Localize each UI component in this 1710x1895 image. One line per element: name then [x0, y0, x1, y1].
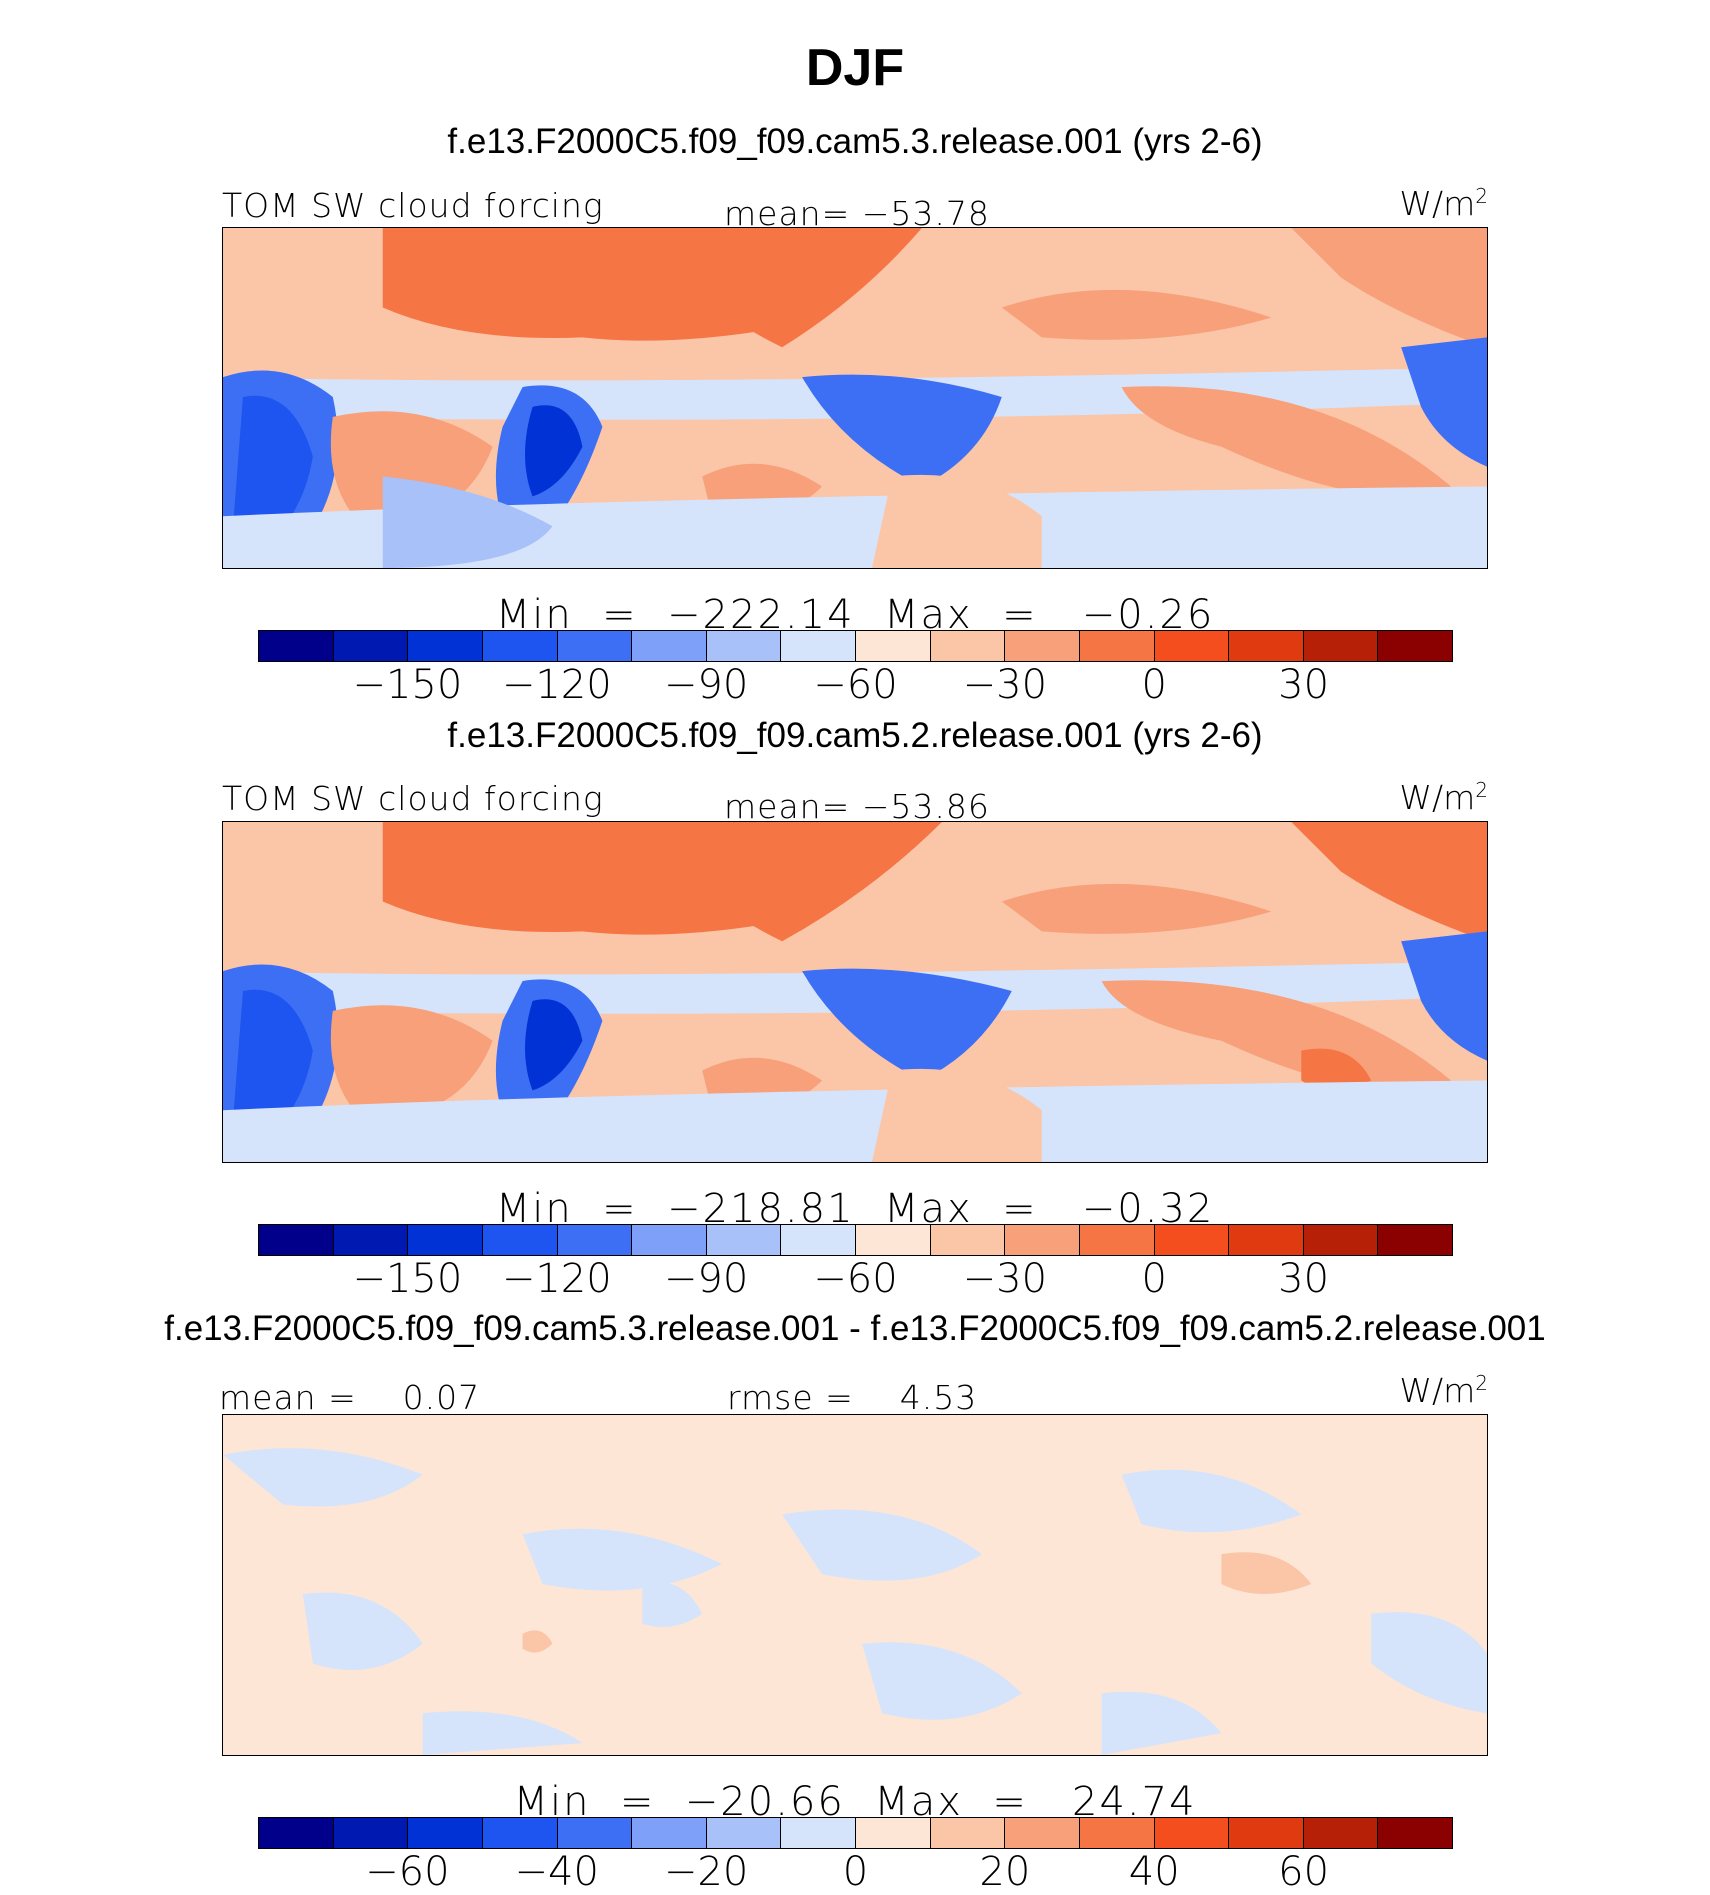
colorbar-tick-label: 40	[1128, 1849, 1180, 1895]
colorbar-swatch	[557, 631, 633, 661]
panel-3-case-title: f.e13.F2000C5.f09_f09.cam5.3.release.001…	[164, 1309, 1546, 1348]
colorbar-swatch	[1005, 1818, 1080, 1848]
colorbar-swatch	[1378, 631, 1452, 661]
colorbar-swatch	[1303, 1225, 1379, 1255]
colorbar-swatch	[482, 1225, 558, 1255]
panel-3-map-field	[223, 1415, 1487, 1755]
colorbar-tick-label: −90	[663, 662, 749, 708]
colorbar-tick-label: −60	[813, 1256, 898, 1302]
panel-2-mean-label: mean= −53.86	[724, 787, 990, 826]
colorbar-tick-label: 60	[1278, 1849, 1330, 1895]
colorbar-swatch	[408, 1818, 483, 1848]
colorbar-swatch	[632, 1818, 707, 1848]
panel-3-rmse-label: rmse = 4.53	[727, 1378, 978, 1417]
colorbar-tick-label: 30	[1278, 1256, 1330, 1302]
colorbar-swatch	[482, 631, 558, 661]
figure-title: DJF	[805, 39, 905, 97]
colorbar-swatch	[557, 1818, 633, 1848]
panel-2-map-field	[223, 822, 1487, 1162]
panel-3-mean-label: mean = 0.07	[219, 1378, 481, 1417]
colorbar-tick-label: −40	[514, 1849, 599, 1895]
colorbar-swatch	[1154, 631, 1230, 661]
panel-2-map	[222, 821, 1488, 1163]
panel-2-colorbar-ticks: −150 −120 −90 −60 −30 0 30	[0, 1256, 1710, 1306]
panel-1-units: W/m2	[1399, 184, 1488, 223]
colorbar-tick-label: −20	[663, 1849, 749, 1895]
colorbar-swatch	[781, 1225, 856, 1255]
panel-3-colorbar-ticks: −60 −40 −20 0 20 40 60	[0, 1849, 1710, 1895]
colorbar-swatch	[1303, 631, 1379, 661]
colorbar-swatch	[1079, 1818, 1155, 1848]
colorbar-swatch	[259, 1225, 334, 1255]
colorbar-tick-label: 0	[1141, 662, 1167, 708]
colorbar-swatch	[1154, 1225, 1230, 1255]
colorbar-swatch	[1378, 1818, 1452, 1848]
panel-1-case-title: f.e13.F2000C5.f09_f09.cam5.3.release.001…	[447, 122, 1263, 161]
colorbar-swatch	[1229, 631, 1304, 661]
colorbar-tick-label: 0	[1141, 1256, 1167, 1302]
colorbar-swatch	[632, 631, 707, 661]
colorbar-swatch	[333, 1818, 409, 1848]
colorbar-swatch	[706, 631, 782, 661]
panel-2-units: W/m2	[1399, 778, 1488, 817]
colorbar-swatch	[1079, 1225, 1155, 1255]
colorbar-swatch	[1005, 631, 1080, 661]
colorbar-swatch	[706, 1818, 782, 1848]
panel-3-colorbar	[258, 1817, 1453, 1849]
panel-1-colorbar	[258, 630, 1453, 662]
colorbar-swatch	[856, 1818, 931, 1848]
colorbar-swatch	[930, 1225, 1006, 1255]
panel-1-map-field	[223, 228, 1487, 568]
colorbar-tick-label: −90	[663, 1256, 749, 1302]
colorbar-tick-label: −120	[501, 1256, 612, 1302]
colorbar-swatch	[1154, 1818, 1230, 1848]
colorbar-tick-label: −150	[352, 1256, 463, 1302]
colorbar-swatch	[856, 631, 931, 661]
colorbar-swatch	[259, 1818, 334, 1848]
colorbar-swatch	[930, 631, 1006, 661]
colorbar-tick-label: 0	[842, 1849, 869, 1895]
colorbar-swatch	[930, 1818, 1006, 1848]
colorbar-swatch	[856, 1225, 931, 1255]
colorbar-swatch	[482, 1818, 558, 1848]
colorbar-swatch	[632, 1225, 707, 1255]
panel-2-case-title: f.e13.F2000C5.f09_f09.cam5.2.release.001…	[447, 716, 1263, 755]
colorbar-swatch	[1303, 1818, 1379, 1848]
colorbar-swatch	[706, 1225, 782, 1255]
panel-1-map	[222, 227, 1488, 569]
colorbar-tick-label: −60	[813, 662, 898, 708]
colorbar-swatch	[557, 1225, 633, 1255]
panel-1-colorbar-ticks: −150 −120 −90 −60 −30 0 30	[0, 662, 1710, 712]
colorbar-tick-label: 30	[1278, 662, 1330, 708]
colorbar-tick-label: −30	[962, 1256, 1048, 1302]
colorbar-swatch	[1229, 1818, 1304, 1848]
panel-3-units: W/m2	[1399, 1371, 1488, 1410]
colorbar-swatch	[781, 1818, 856, 1848]
colorbar-swatch	[333, 1225, 409, 1255]
colorbar-tick-label: −60	[365, 1849, 450, 1895]
colorbar-tick-label: 20	[979, 1849, 1031, 1895]
panel-1-variable-label: TOM SW cloud forcing	[222, 186, 604, 225]
colorbar-swatch	[1378, 1225, 1452, 1255]
colorbar-swatch	[408, 631, 483, 661]
colorbar-swatch	[408, 1225, 483, 1255]
colorbar-swatch	[781, 631, 856, 661]
colorbar-swatch	[1079, 631, 1155, 661]
colorbar-swatch	[1229, 1225, 1304, 1255]
panel-2-colorbar	[258, 1224, 1453, 1256]
colorbar-swatch	[333, 631, 409, 661]
colorbar-swatch	[259, 631, 334, 661]
colorbar-swatch	[1005, 1225, 1080, 1255]
colorbar-tick-label: −150	[352, 662, 463, 708]
colorbar-tick-label: −120	[501, 662, 612, 708]
panel-2-variable-label: TOM SW cloud forcing	[222, 779, 604, 818]
colorbar-tick-label: −30	[962, 662, 1048, 708]
panel-1-mean-label: mean= −53.78	[724, 194, 990, 233]
panel-3-map	[222, 1414, 1488, 1756]
